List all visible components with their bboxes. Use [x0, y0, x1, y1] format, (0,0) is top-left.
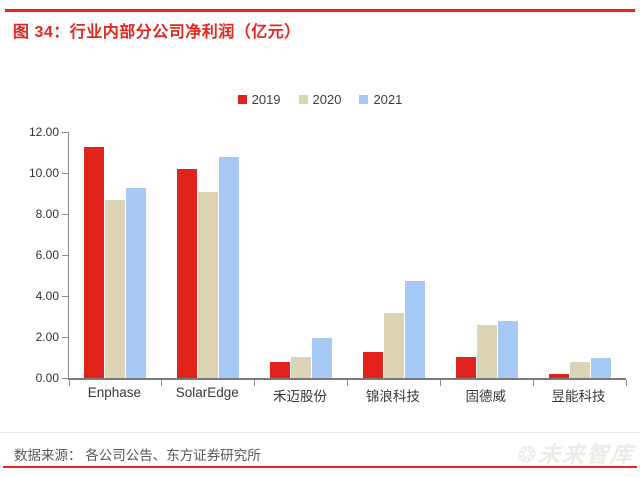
data-source-note: 数据来源： 各公司公告、东方证券研究所 [14, 448, 261, 463]
bar-昱能科技-2021 [590, 357, 611, 378]
y-axis-label: 6.00 [35, 248, 59, 262]
x-axis-tick [347, 380, 348, 386]
x-axis-tick [532, 380, 534, 386]
x-axis-tick [161, 380, 163, 386]
y-axis-tick [62, 254, 69, 256]
legend-swatch-icon [237, 95, 247, 104]
x-axis-label: 昱能科技 [551, 389, 606, 404]
bottom-accent-rule [3, 466, 637, 468]
legend-label: 2021 [373, 92, 403, 107]
x-axis-label: 禾迈股份 [273, 389, 328, 404]
x-axis-tick [68, 380, 70, 386]
plot-area: 0.00 2.00 4.00 6.00 8.00 10.00 12.00 [29, 125, 627, 386]
chart-legend: 2019 2020 2021 [0, 92, 640, 107]
y-axis-tick [62, 377, 69, 379]
legend-item-2020: 2020 [298, 92, 342, 107]
bar-锦浪科技-2021 [404, 281, 425, 378]
bar-SolarEdge-2021 [219, 156, 240, 378]
y-axis-label: 8.00 [35, 207, 59, 221]
bar-固德威-2019 [455, 356, 476, 378]
bar-Enphase-2019 [84, 147, 105, 378]
bar-禾迈股份-2019 [270, 361, 291, 378]
bar-锦浪科技-2020 [383, 312, 404, 378]
x-axis-tick [439, 380, 441, 386]
y-axis-label: 4.00 [35, 289, 59, 303]
bar-groups [69, 132, 626, 378]
bar-禾迈股份-2020 [291, 356, 312, 378]
figure-title: 图 34：行业内部分公司净利润（亿元） [13, 24, 301, 41]
x-axis-label: 锦浪科技 [365, 389, 420, 404]
legend-swatch-icon [298, 95, 308, 104]
bar-Enphase-2021 [126, 188, 147, 378]
bar-禾迈股份-2021 [312, 338, 333, 378]
y-axis-tick [62, 213, 69, 215]
y-axis-label: 10.00 [28, 166, 59, 180]
x-axis-label: SolarEdge [175, 385, 239, 400]
bar-Enphase-2020 [105, 199, 126, 378]
legend-label: 2019 [251, 92, 281, 107]
y-axis-tick [62, 131, 69, 133]
top-accent-rule [5, 9, 635, 12]
bar-group-锦浪科技 [347, 132, 440, 378]
bar-group-SolarEdge [162, 132, 255, 378]
bar-SolarEdge-2020 [198, 191, 219, 378]
y-axis-tick [62, 295, 69, 297]
x-axis-label: 固德威 [465, 389, 506, 404]
watermark: ❂未来智库 [516, 437, 636, 469]
x-axis-label: Enphase [87, 385, 142, 400]
y-axis-label: 0.00 [35, 371, 59, 385]
bar-锦浪科技-2019 [362, 352, 383, 378]
bar-固德威-2020 [476, 324, 497, 378]
bar-昱能科技-2020 [569, 362, 590, 378]
watermark-logo-icon: ❂ [516, 442, 540, 467]
legend-item-2019: 2019 [237, 92, 281, 107]
bar-group-昱能科技 [533, 132, 626, 378]
bar-固德威-2021 [497, 320, 518, 378]
bar-group-固德威 [440, 132, 533, 378]
legend-label: 2020 [312, 92, 342, 107]
footer-divider [0, 432, 640, 433]
bar-group-禾迈股份 [255, 132, 348, 378]
y-axis-label: 12.00 [28, 125, 59, 139]
y-axis-label: 2.00 [35, 330, 59, 344]
x-axis-labels: Enphase SolarEdge 禾迈股份 锦浪科技 固德威 昱能科技 [68, 385, 625, 405]
bar-SolarEdge-2019 [177, 168, 198, 378]
bar-昱能科技-2019 [548, 373, 569, 378]
x-axis-tick [254, 380, 256, 386]
bar-group-Enphase [69, 132, 162, 378]
y-axis-tick [62, 336, 69, 338]
watermark-text: 未来智库 [536, 442, 636, 467]
legend-swatch-icon [359, 95, 369, 104]
x-axis-tick [625, 380, 627, 386]
legend-item-2021: 2021 [359, 92, 402, 107]
y-axis-tick [62, 172, 69, 174]
